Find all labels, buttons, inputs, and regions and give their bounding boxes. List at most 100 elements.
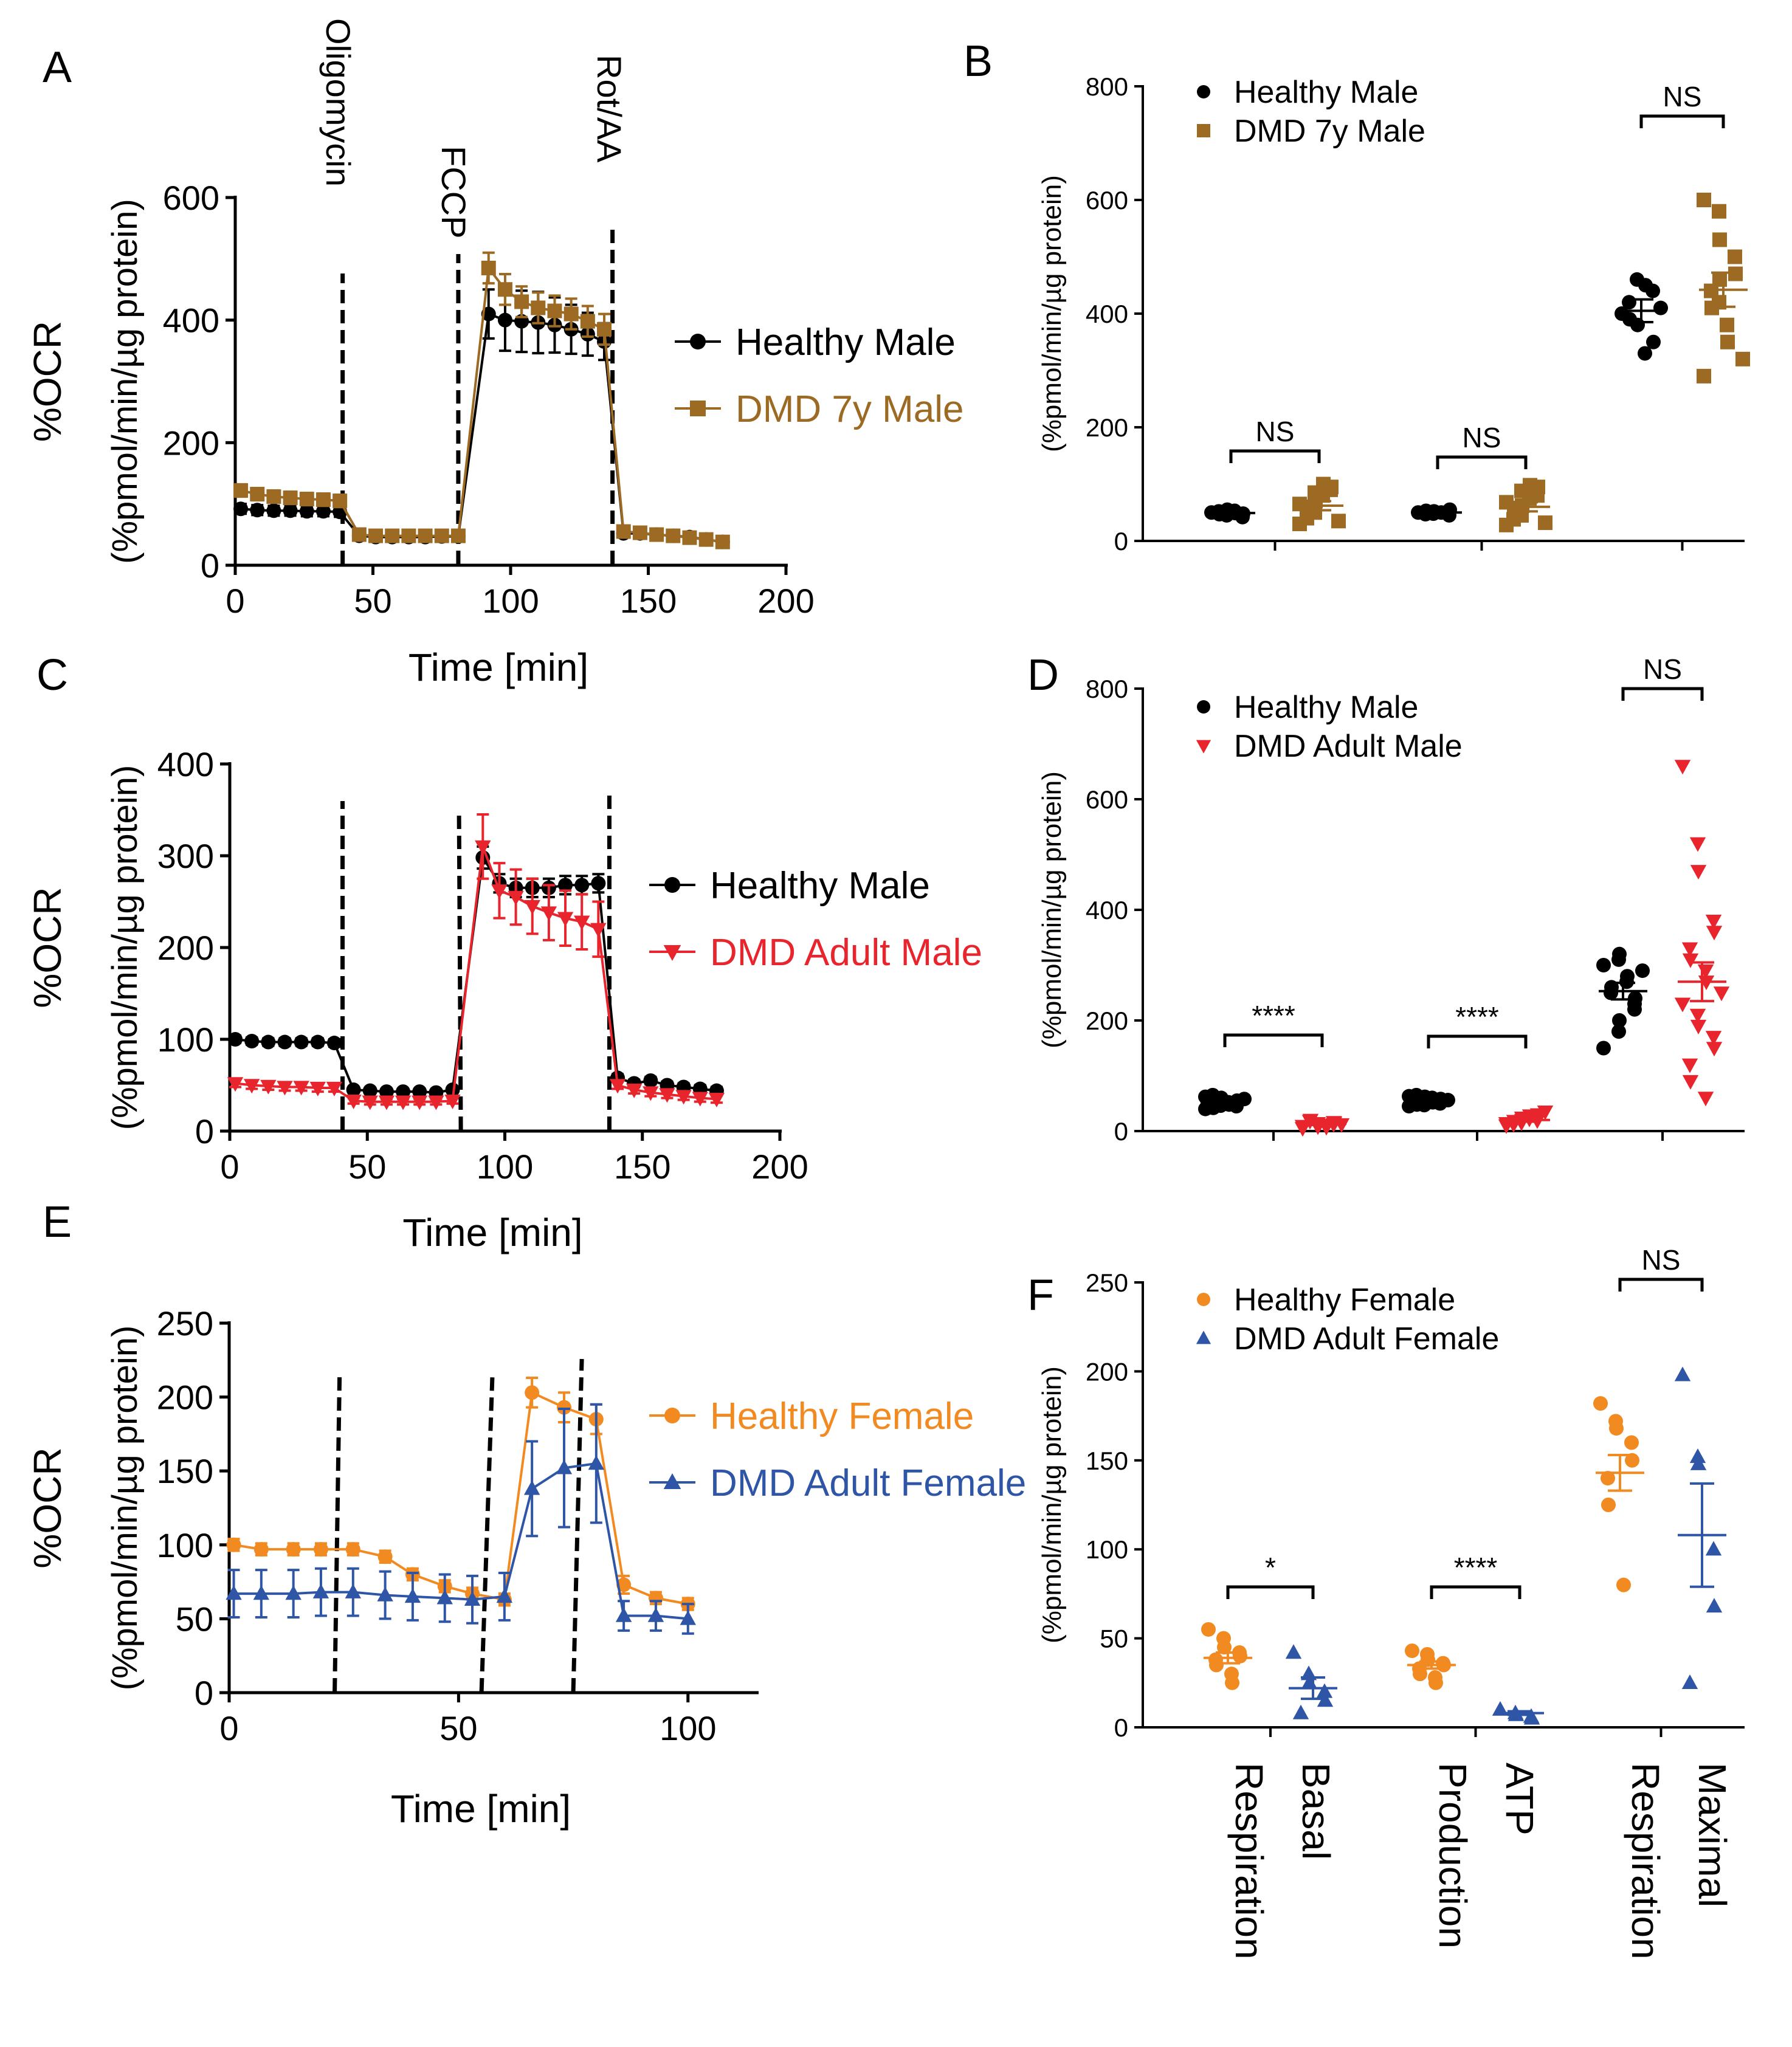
series-dmd-adult-female-e-point <box>312 1583 329 1598</box>
legend-marker-b <box>1197 124 1210 137</box>
series-dmd-7y-male-a-point <box>531 300 546 315</box>
series-healthy-male-c-point <box>310 1034 325 1050</box>
panel-b-chart: 0 200 400 600 800 (%pmol/min/µg protein) NS NS N… <box>1037 72 1750 556</box>
group-1-healthy-female-f-point <box>1209 1657 1224 1673</box>
y-tick-label-b: 600 <box>1086 186 1128 215</box>
x-tick-label-c: 100 <box>477 1147 533 1186</box>
series-healthy-male-c-point <box>294 1034 309 1050</box>
legend-item-a-2: DMD 7y Male <box>675 388 964 430</box>
group-3-healthy-male-d-point <box>1611 1024 1626 1039</box>
series-dmd-adult-male-c-point <box>557 912 574 927</box>
x-tick-label-a: 50 <box>354 582 391 620</box>
series-dmd-7y-male-a-point <box>401 528 416 543</box>
series-dmd-adult-male-c-point <box>643 1086 659 1101</box>
panel-letter-d: D <box>1027 651 1059 700</box>
group-3-healthy-female-f <box>1593 1396 1644 1592</box>
y-tick-label-f: 250 <box>1086 1268 1128 1297</box>
group-1-dmd-7y-male-b-point <box>1308 485 1322 500</box>
series-dmd-7y-male-a-point <box>385 528 400 543</box>
y-axis-title-e: %OCR <box>26 1447 69 1568</box>
series-dmd-7y-male-a-point <box>580 314 595 329</box>
bracket-line-b <box>1436 455 1528 469</box>
group-3-dmd-adult-male-d <box>1674 760 1730 1107</box>
legend-marker-e <box>663 1473 681 1490</box>
panel-letter-a: A <box>43 43 72 92</box>
legend-marker-f <box>1196 1330 1211 1344</box>
series-dmd-adult-male-c-point <box>378 1095 395 1110</box>
group-3-healthy-male-b-point <box>1646 334 1661 349</box>
y-tick-label-e: 0 <box>195 1674 213 1712</box>
y-tick-label-c: 300 <box>157 837 214 875</box>
series-healthy-male-a-point <box>266 503 281 518</box>
y-tick-label-f: 50 <box>1100 1625 1128 1653</box>
series-dmd-adult-male-c-point <box>491 884 508 900</box>
group-3-healthy-female-f-point <box>1624 1435 1639 1450</box>
legend-marker-c <box>663 944 681 961</box>
x-tick-label-c: 200 <box>751 1147 808 1186</box>
bracket-line-f <box>1618 1278 1704 1292</box>
group-3-dmd-7y-male-b-point <box>1697 193 1711 207</box>
group-2-dmd-adult-male-d <box>1498 1105 1554 1134</box>
legend-marker-d <box>1196 740 1211 754</box>
y-tick-label-f: 100 <box>1086 1535 1128 1564</box>
group-3-healthy-male-d-point <box>1612 946 1627 962</box>
significance-bracket-f-1: * <box>1226 1552 1315 1599</box>
group-2-dmd-7y-male-b <box>1499 478 1552 532</box>
legend-label-a: DMD 7y Male <box>736 388 964 430</box>
series-healthy-male-c-line <box>235 854 717 1094</box>
group-1-healthy-male-d <box>1198 1087 1252 1116</box>
y-tick-label-e: 100 <box>157 1526 213 1564</box>
group-3-healthy-female-f-point <box>1601 1498 1616 1512</box>
y-tick-label-e: 150 <box>157 1452 213 1490</box>
group-1-healthy-male-d-point <box>1198 1089 1213 1104</box>
legend-item-b-1: Healthy Male <box>1197 75 1418 110</box>
series-dmd-7y-male-a-point <box>450 528 466 543</box>
panel-letter-f: F <box>1027 1271 1054 1319</box>
series-dmd-adult-male-c-point <box>574 915 590 931</box>
x-category-label-basal-2: Respiration <box>1227 1763 1271 1959</box>
significance-label-b: NS <box>1463 422 1501 453</box>
series-dmd-adult-female-e-point <box>285 1585 302 1600</box>
group-1-healthy-male-b <box>1204 502 1255 525</box>
significance-bracket-d-2: **** <box>1427 1001 1528 1048</box>
series-dmd-adult-male-c-point <box>277 1081 293 1096</box>
group-3-dmd-adult-male-d-point <box>1706 926 1723 941</box>
series-healthy-female-e <box>226 1376 695 1612</box>
series-healthy-female-e-point <box>525 1385 540 1400</box>
series-dmd-7y-male-a-point <box>698 532 714 547</box>
series-healthy-male-c-point <box>591 876 606 891</box>
group-1-dmd-7y-male-b <box>1292 476 1346 531</box>
series-healthy-male-c-point <box>574 878 590 893</box>
significance-label-d: NS <box>1643 653 1682 685</box>
group-1-dmd-adult-male-d <box>1294 1113 1350 1137</box>
series-dmd-adult-male-c-point <box>326 1081 343 1096</box>
series-dmd-adult-male-c-point <box>508 890 524 906</box>
series-dmd-adult-male-c-point <box>309 1081 326 1096</box>
group-3-dmd-7y-male-b-point <box>1697 368 1711 384</box>
legend-label-b: Healthy Male <box>1234 75 1418 110</box>
series-dmd-7y-male-a-point <box>434 528 449 543</box>
y-tick-label-c: 200 <box>157 929 214 967</box>
group-2-dmd-adult-female-f-point <box>1523 1710 1540 1725</box>
series-dmd-7y-male-a-point <box>299 492 314 507</box>
series-dmd-7y-male-a-point <box>649 527 664 542</box>
group-3-healthy-female-f-point <box>1601 1471 1615 1486</box>
group-3-dmd-adult-female-f-point <box>1674 1366 1691 1381</box>
group-3-dmd-7y-male-b-point <box>1728 249 1742 264</box>
series-dmd-adult-female-e <box>226 1403 696 1635</box>
series-dmd-7y-male-a-point <box>547 303 562 318</box>
group-3-dmd-adult-female-f-point <box>1706 1598 1723 1613</box>
panel-letter-b: B <box>963 37 993 86</box>
series-healthy-male-c-point <box>362 1083 377 1098</box>
group-1-healthy-female-f-point <box>1217 1640 1232 1655</box>
group-3-dmd-adult-male-d-point <box>1682 1075 1699 1090</box>
group-1-dmd-adult-female-f-point <box>1316 1683 1333 1698</box>
legend-label-e: DMD Adult Female <box>710 1462 1026 1504</box>
y-axis-unit-c: (%pmol/min/µg protein) <box>105 765 145 1130</box>
x-tick-label-a: 100 <box>482 582 539 620</box>
group-3-dmd-adult-female-f-point <box>1705 1541 1722 1556</box>
series-healthy-male-c-point <box>277 1034 292 1050</box>
x-category-label-maximal-2: Respiration <box>1624 1763 1667 1959</box>
